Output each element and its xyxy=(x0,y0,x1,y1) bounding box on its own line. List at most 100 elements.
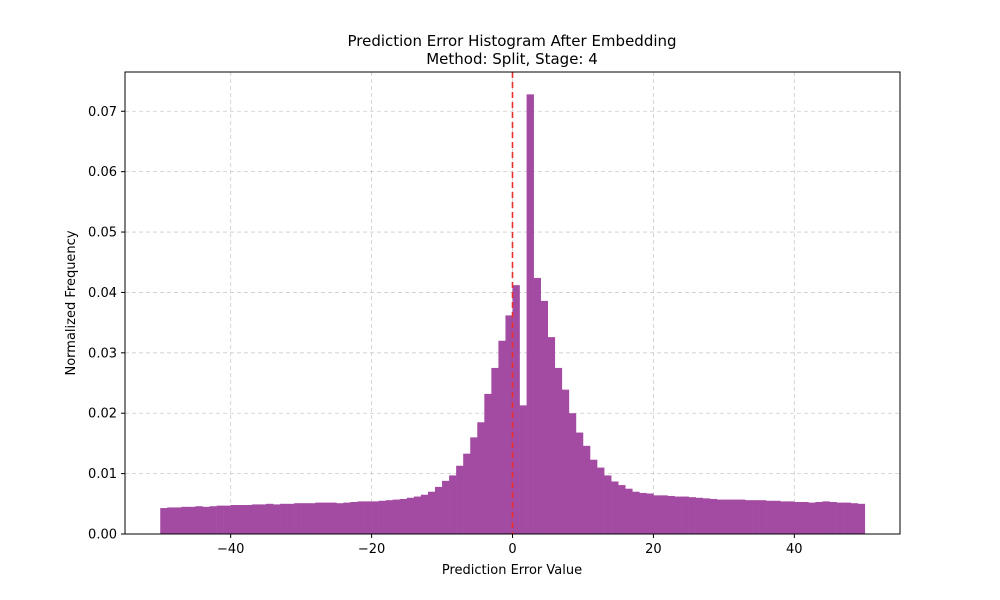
histogram-bar xyxy=(188,506,196,534)
histogram-bar xyxy=(209,506,217,534)
histogram-bar xyxy=(230,505,239,534)
y-tick-label: 0.01 xyxy=(88,467,117,482)
histogram-bar xyxy=(258,504,267,534)
histogram-bar xyxy=(709,498,718,534)
histogram-bar xyxy=(766,500,774,534)
x-axis-ticks: −40 −20 0 20 40 xyxy=(217,534,803,557)
histogram-bar xyxy=(371,501,379,534)
histogram-bar xyxy=(582,445,591,534)
histogram-bar xyxy=(773,500,781,534)
histogram-bar xyxy=(780,501,788,534)
histogram-bar xyxy=(427,491,436,534)
histogram-bar xyxy=(632,491,640,534)
histogram-bar xyxy=(280,503,288,534)
histogram-bar xyxy=(752,500,760,534)
histogram-bar xyxy=(554,367,563,534)
histogram-bar xyxy=(406,497,415,534)
histogram-bar xyxy=(449,475,457,534)
histogram-bar xyxy=(808,502,816,534)
histogram-bar xyxy=(343,502,351,534)
histogram-bar xyxy=(787,501,795,534)
histogram-bar xyxy=(653,495,661,534)
histogram-bar xyxy=(801,501,809,534)
y-tick-label: 0.04 xyxy=(88,286,117,301)
histogram-bar xyxy=(470,437,478,534)
histogram-bar xyxy=(836,502,844,534)
histogram-bar xyxy=(681,496,689,534)
histogram-bar xyxy=(618,485,626,534)
y-axis-ticks: 0.00 0.01 0.02 0.03 0.04 0.05 0.06 0.07 xyxy=(88,105,125,543)
histogram-bar xyxy=(364,501,372,534)
histogram-bar xyxy=(646,493,654,534)
histogram-bar xyxy=(498,340,506,534)
x-tick-label: 0 xyxy=(508,542,516,557)
histogram-bar xyxy=(505,315,513,534)
histogram-bar xyxy=(195,506,203,534)
histogram-bar xyxy=(477,422,485,534)
y-axis-label: Normalized Frequency xyxy=(64,230,79,375)
histogram-bar xyxy=(794,501,802,534)
histogram-bar xyxy=(357,501,365,534)
histogram-bar xyxy=(674,496,682,534)
histogram-bar xyxy=(202,506,210,534)
histogram-bar xyxy=(463,453,471,534)
histogram-bar xyxy=(667,495,675,534)
histogram-bar xyxy=(315,502,323,534)
y-tick-label: 0.05 xyxy=(88,226,117,241)
histogram-bar xyxy=(590,459,598,534)
histogram-bar xyxy=(223,505,231,534)
histogram-bar xyxy=(843,502,851,534)
histogram-bar xyxy=(723,499,732,534)
histogram-bar xyxy=(160,508,168,534)
x-tick-label: 20 xyxy=(645,542,662,557)
histogram-bar xyxy=(611,481,619,534)
histogram-bar xyxy=(251,504,260,534)
histogram-bar xyxy=(216,505,224,534)
histogram-bar xyxy=(442,480,450,534)
histogram-bar xyxy=(435,486,443,534)
x-tick-label: −40 xyxy=(217,542,244,557)
y-tick-label: 0.00 xyxy=(88,528,117,543)
histogram-bar xyxy=(322,502,330,534)
histogram-bar xyxy=(730,499,739,534)
histogram-bar xyxy=(244,505,253,534)
histogram-bar xyxy=(857,503,866,534)
histogram-bar xyxy=(265,503,274,534)
histogram-bar xyxy=(688,497,696,534)
chart-title: Prediction Error Histogram After Embeddi… xyxy=(347,32,676,50)
histogram-bar xyxy=(745,500,753,534)
histogram-bar xyxy=(287,503,295,534)
histogram-bar xyxy=(850,503,859,534)
histogram-bar xyxy=(625,488,633,534)
histogram-bar xyxy=(540,300,549,534)
x-axis-label: Prediction Error Value xyxy=(442,563,582,578)
x-tick-label: −20 xyxy=(358,542,385,557)
histogram-bar xyxy=(526,94,534,535)
histogram-bar xyxy=(237,505,246,534)
histogram-bar xyxy=(568,413,577,534)
histogram-bar xyxy=(519,405,527,534)
y-tick-label: 0.02 xyxy=(88,407,117,422)
histogram-bar xyxy=(660,495,668,534)
y-tick-label: 0.07 xyxy=(88,105,117,120)
histogram-bar xyxy=(512,285,520,534)
histogram-bar xyxy=(301,503,309,534)
histogram-bar xyxy=(350,501,358,534)
histogram-bar xyxy=(759,500,767,534)
histogram-bar xyxy=(561,389,570,534)
histogram-bar xyxy=(491,367,499,534)
histogram-bar xyxy=(604,475,612,534)
histogram-bar xyxy=(336,503,344,534)
histogram-bar xyxy=(392,499,401,534)
histogram-bar xyxy=(378,500,386,534)
histogram-bar xyxy=(575,432,584,534)
histogram-bar xyxy=(737,499,746,534)
histogram-bar xyxy=(484,393,492,534)
histogram-bar xyxy=(716,499,725,534)
histogram-bar xyxy=(420,494,429,534)
histogram-bar xyxy=(456,465,464,534)
histogram-bar xyxy=(413,496,422,534)
chart-subtitle: Method: Split, Stage: 4 xyxy=(426,50,598,68)
histogram-bar xyxy=(167,507,175,534)
